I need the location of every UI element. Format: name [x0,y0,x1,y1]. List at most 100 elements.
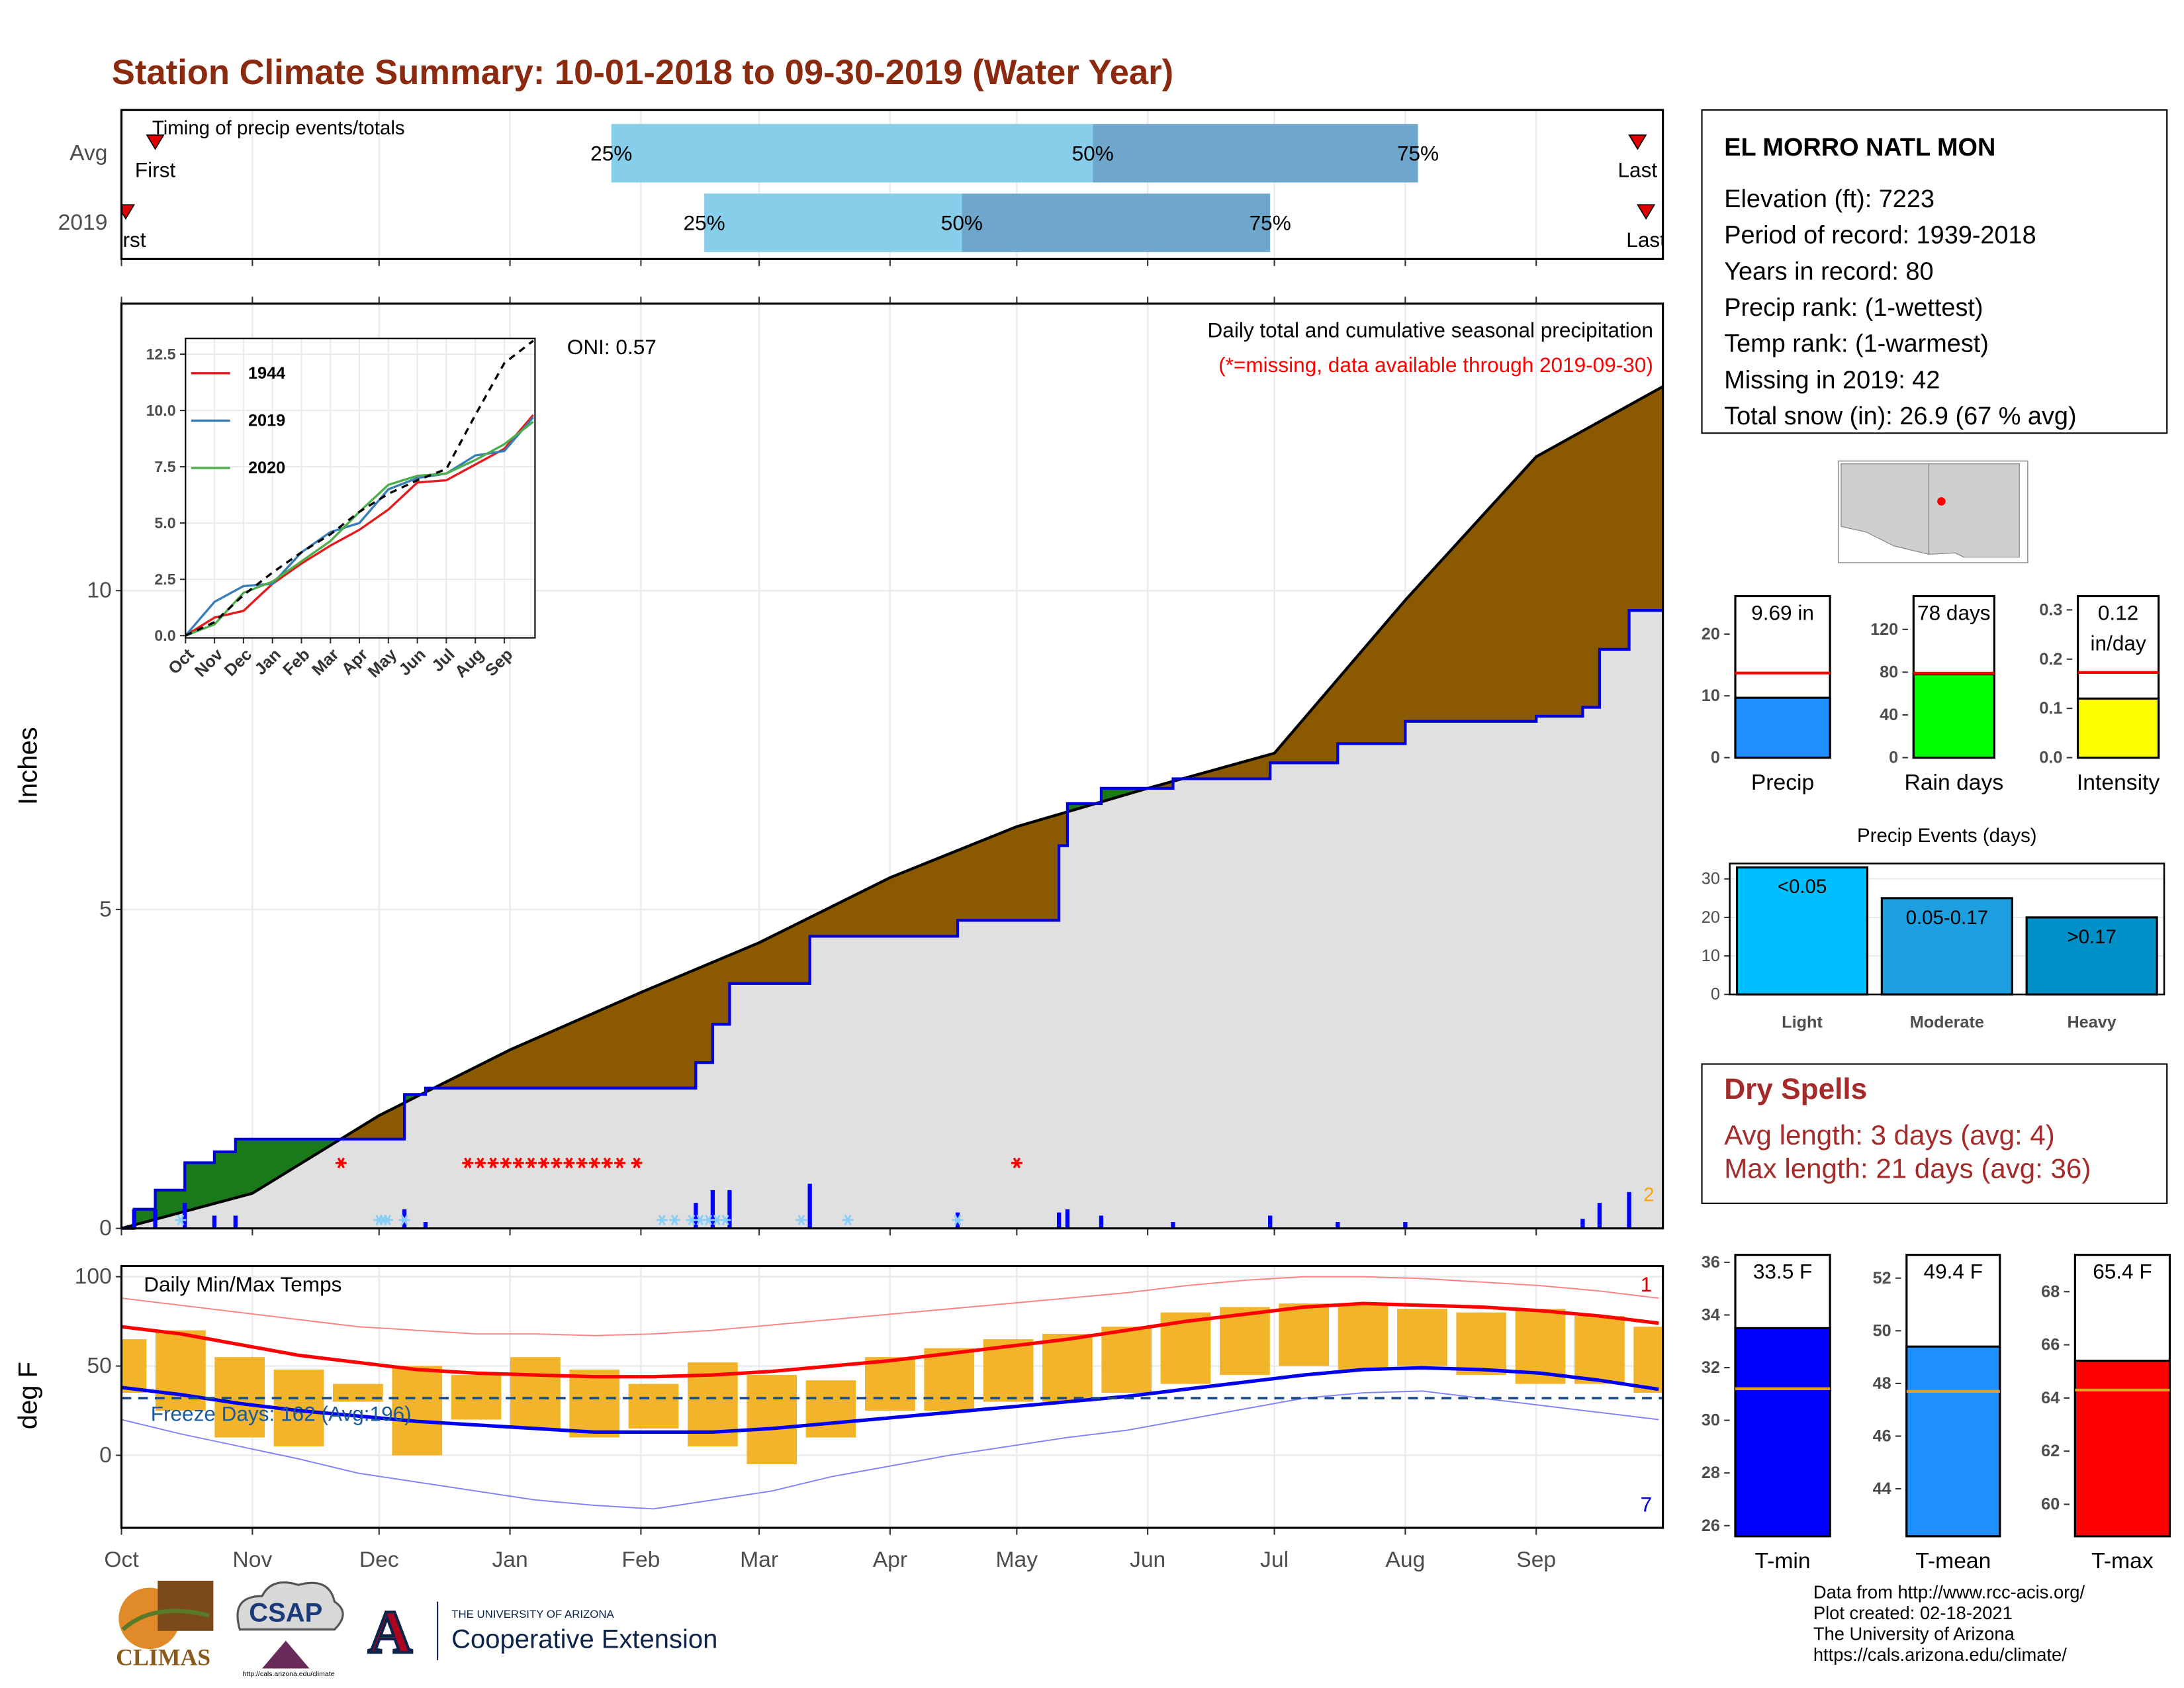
event-marker [1636,204,1656,220]
info-line: Elevation (ft): 7223 [1724,185,1934,213]
temp-range-bar [924,1348,975,1411]
legend-label: 2019 [248,411,285,430]
daily-bar [153,1209,158,1229]
y-tick-label: 7.5 [154,458,175,475]
series-line [185,414,535,637]
row-label: 2019 [58,211,108,235]
footer-line: https://cals.arizona.edu/climate/ [1813,1644,2067,1665]
y-tick-label: 64 [2041,1389,2060,1407]
y-tick-label: 66 [2041,1336,2060,1354]
y-tick-label: 20 [1702,625,1720,643]
temp-range-bar [805,1380,856,1438]
oni-label: ONI: 0.57 [567,335,657,359]
y-tick-label: 34 [1702,1305,1720,1324]
y-tick-label: 30 [1702,870,1720,888]
csap-url: http://cals.arizona.edu/climate [243,1670,335,1678]
ua-top: THE UNIVERSITY OF ARIZONA [451,1608,614,1620]
snow-marker [669,1214,680,1226]
y-tick-label: 0 [99,1443,112,1468]
y-tick-label: 10.0 [146,402,176,419]
category-label: Precip [1751,771,1814,795]
normal-line [185,340,534,637]
x-tick-label: Feb [621,1548,660,1572]
info-box [1701,109,2168,434]
y-tick-label: 30 [1702,1411,1720,1430]
info-line: Missing in 2019: 42 [1724,366,1940,394]
climas-block [158,1580,214,1631]
x-tick-label: Jan [492,1548,527,1572]
map-state [1928,463,2020,558]
quartile-label: 25% [590,141,632,165]
quartile-bar [962,193,1271,252]
temp-range-bar [1574,1316,1625,1384]
y-tick-label: 0.3 [2039,600,2062,619]
csap-cloud [236,1581,344,1631]
bar [1735,866,1869,996]
chart-title: Daily Min/Max Temps [144,1272,341,1296]
missing-marker [588,1157,600,1169]
info-line: Period of record: 1939-2018 [1724,222,2036,250]
temp-range-bar [569,1369,620,1438]
y-tick-label: 28 [1702,1464,1720,1482]
snow-marker [952,1214,964,1226]
quartile-label: 75% [1397,141,1439,165]
y-tick-label: 0.2 [2039,650,2062,669]
daily-bar [1268,1215,1273,1229]
value-label: 9.69 in [1751,601,1814,626]
y-tick-label: 80 [1880,663,1898,681]
snow-marker [656,1214,668,1226]
x-tick-label: Jul [1260,1548,1289,1572]
freeze-label: Freeze Days: 162 (Avg:196) [151,1402,412,1426]
missing-marker [487,1157,499,1169]
y-tick-label: 5 [99,897,112,921]
record-min-line [121,1390,1659,1510]
x-tick-label: Dec [359,1548,399,1572]
dry-spells-line: Max length: 21 days (avg: 36) [1724,1153,2091,1184]
event-marker [146,134,165,150]
value-label-box: 78 days [1917,602,1991,626]
temp-range-bar [392,1366,443,1456]
locator-map [1837,460,2028,563]
chart-title: Daily total and cumulative seasonal prec… [1208,318,1653,342]
daily-bar [132,1209,136,1229]
y-tick-label: 40 [1880,706,1898,724]
missing-marker [500,1157,512,1169]
category-label: Intensity [2077,771,2160,795]
y-tick-label: 2.5 [154,571,175,588]
y-tick-label: 5.0 [154,514,175,532]
dry-spells-title: Dry Spells [1724,1073,1867,1105]
note: 7 [1641,1492,1653,1516]
footer-line: The University of Arizona [1813,1623,2015,1644]
missing-marker [538,1157,550,1169]
y-tick-label: 10 [87,579,111,603]
y-tick-label: 12.5 [146,346,176,363]
temp-range-bar [510,1357,561,1429]
y-tick-label: 60 [2041,1495,2060,1513]
y-tick-label: 0 [1889,749,1898,767]
ua-bg [359,1599,421,1658]
y-tick-label: 26 [1702,1517,1720,1535]
temp-marks [121,1276,1663,1510]
bar [2073,1360,2171,1538]
timing-title: Timing of precip events/totals [152,117,405,139]
y-axis-label: deg F [14,1362,43,1429]
note: 1 [1641,1272,1653,1296]
missing-marker [512,1157,524,1169]
category-label: Light [1782,1013,1823,1031]
daily-bar [1065,1209,1070,1229]
daily-bar [1099,1215,1104,1229]
category-label: Moderate [1910,1013,1984,1031]
normal-line [120,385,1664,1230]
daily-bar [727,1190,732,1229]
bin-label: 0.05-0.17 [1906,907,1988,929]
timing-rows: 25% 50% 75% First Last 25% 50% 75% First Last [121,124,1663,252]
daily-bar [183,1203,187,1229]
bar [1905,1345,2001,1538]
common-area [121,610,1663,1229]
quartile-label: 75% [1250,211,1291,235]
missing-marker [601,1157,613,1169]
y-tick-label: 44 [1873,1479,1891,1498]
info-line: Precip rank: (1-wettest) [1724,294,1983,322]
